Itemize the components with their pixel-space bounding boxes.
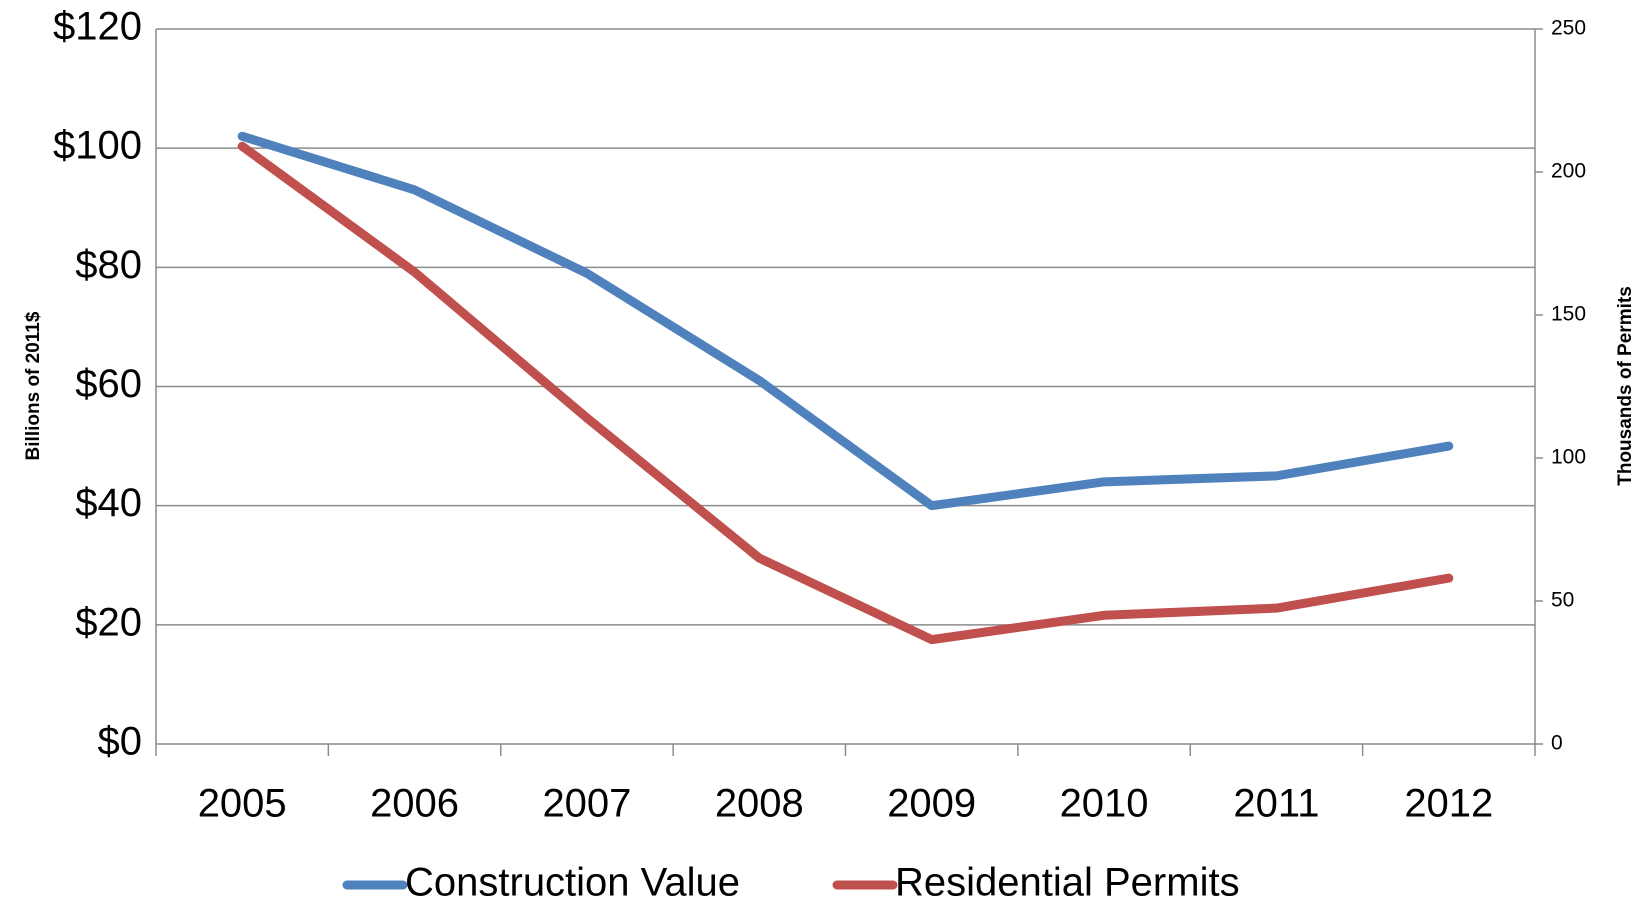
y2-tick-label: 0: [1551, 732, 1563, 755]
y-tick-label: $60: [75, 362, 142, 406]
x-tick-label: 2009: [887, 782, 976, 826]
x-tick-label: 2008: [715, 782, 804, 826]
y2-tick-label: 100: [1551, 446, 1586, 469]
series-line: [237, 131, 1454, 511]
y-tick-label: $100: [53, 124, 142, 168]
y-tick-label: $0: [98, 720, 143, 764]
legend-label: Residential Permits: [895, 861, 1240, 902]
x-tick-label: 2005: [198, 782, 287, 826]
y2-tick-label: 50: [1551, 589, 1574, 612]
x-tick-label: 2010: [1060, 782, 1149, 826]
x-tick-label: 2012: [1404, 782, 1493, 826]
y-tick-label: $20: [75, 600, 142, 644]
series-line: [237, 141, 1454, 645]
y-axis-title: Billions of 2011$: [23, 311, 44, 460]
y-tick-label: $120: [53, 5, 142, 49]
x-tick-label: 2007: [542, 782, 631, 826]
y2-tick-label: 200: [1551, 160, 1586, 183]
y2-tick-label: 250: [1551, 17, 1586, 40]
x-tick-label: 2011: [1233, 782, 1319, 826]
x-tick-label: 2006: [370, 782, 459, 826]
y2-tick-label: 150: [1551, 303, 1586, 326]
y-tick-label: $40: [75, 481, 142, 525]
legend-label: Construction Value: [405, 861, 740, 902]
y2-axis-title: Thousands of Permits: [1615, 286, 1636, 486]
y-tick-label: $80: [75, 243, 142, 287]
